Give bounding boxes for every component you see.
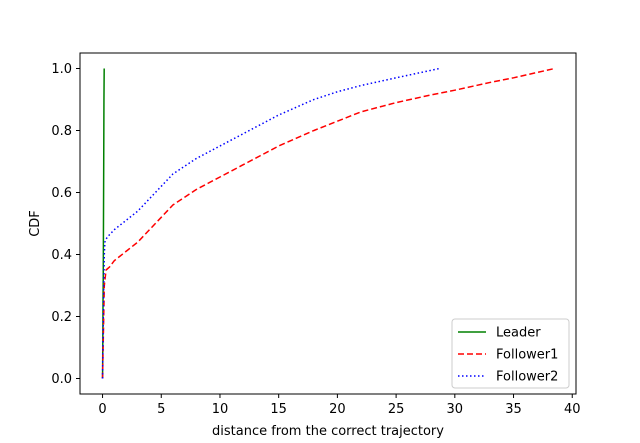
x-axis: 0 5 10 15 20 25 30 35 40 (98, 394, 581, 417)
y-axis-label: CDF (28, 210, 43, 237)
x-tick-label: 0 (98, 402, 106, 417)
y-tick-label: 0.6 (51, 186, 72, 201)
x-tick-label: 15 (270, 402, 287, 417)
y-tick-label: 0.8 (51, 124, 72, 139)
legend-box (451, 318, 570, 389)
axes-frame (79, 52, 577, 395)
x-tick-label: 25 (388, 402, 405, 417)
x-axis-label: distance from the correct trajectory (212, 424, 444, 439)
x-tick-label: 5 (157, 402, 165, 417)
y-tick-label: 0.4 (51, 248, 72, 263)
series-line-follower2 (101, 67, 440, 379)
y-tick-label: 0.0 (51, 372, 72, 387)
x-tick-label: 40 (564, 402, 581, 417)
x-tick-label: 35 (505, 402, 522, 417)
legend: Leader Follower1 Follower2 (451, 318, 570, 389)
x-tick-label: 10 (212, 402, 229, 417)
legend-label-leader: Leader (496, 326, 541, 341)
legend-label-follower1: Follower1 (496, 348, 558, 363)
y-tick-label: 0.2 (51, 310, 72, 325)
x-tick-label: 30 (447, 402, 464, 417)
plot-area (101, 67, 555, 379)
x-tick-label: 20 (329, 402, 346, 417)
y-axis: 0.0 0.2 0.4 0.6 0.8 1.0 (51, 62, 80, 387)
series-line-follower1 (101, 67, 555, 379)
y-tick-label: 1.0 (51, 62, 72, 77)
legend-label-follower2: Follower2 (496, 370, 558, 385)
